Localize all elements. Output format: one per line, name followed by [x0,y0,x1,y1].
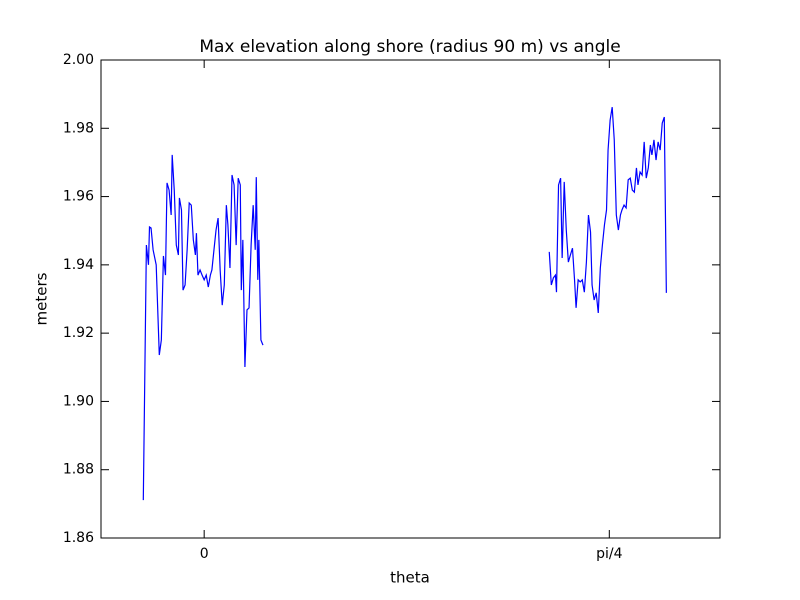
y-tick-label: 1.94 [63,257,94,273]
y-tick-label: 1.98 [63,120,94,136]
x-axis-label: theta [390,569,430,587]
x-tick-label: pi/4 [596,546,622,562]
y-tick-label: 1.88 [63,462,94,478]
y-tick-label: 1.96 [63,189,94,205]
y-tick-label: 1.92 [63,325,94,341]
y-tick-label: 1.90 [63,393,94,409]
plot-frame [100,59,721,539]
x-tick-label: 0 [200,546,209,562]
y-axis-label: meters [33,272,51,325]
chart-title: Max elevation along shore (radius 90 m) … [199,37,620,57]
data-line [142,107,667,501]
y-tick-label: 1.86 [63,530,94,546]
y-tick-label: 2.00 [63,52,94,68]
